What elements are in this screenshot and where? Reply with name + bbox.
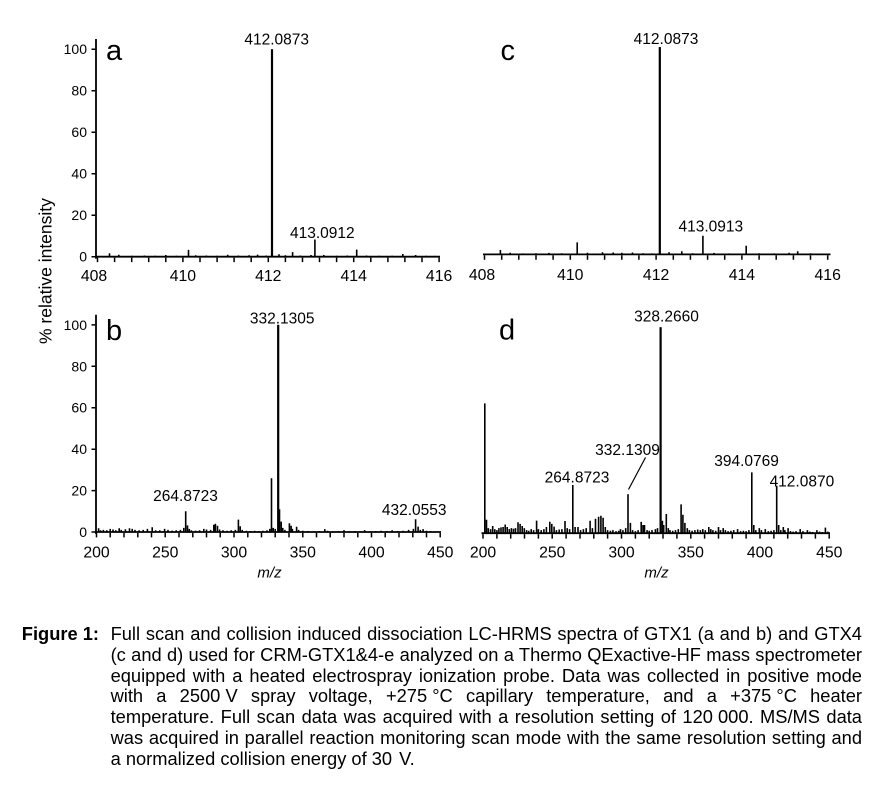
svg-text:432.0553: 432.0553 [382,502,447,519]
svg-text:60: 60 [71,124,87,140]
svg-text:410: 410 [170,268,197,285]
svg-text:40: 40 [71,441,87,457]
svg-text:300: 300 [221,545,248,562]
svg-text:350: 350 [678,545,705,562]
svg-text:400: 400 [358,545,385,562]
svg-text:416: 416 [815,267,842,284]
svg-text:400: 400 [747,545,774,562]
svg-text:413.0913: 413.0913 [678,219,743,236]
svg-text:450: 450 [427,545,454,562]
svg-text:m/z: m/z [644,565,669,582]
svg-text:408: 408 [81,268,108,285]
svg-text:350: 350 [290,545,317,562]
svg-text:332.1305: 332.1305 [250,311,315,328]
svg-text:394.0769: 394.0769 [714,453,779,470]
svg-text:250: 250 [152,545,179,562]
svg-text:c: c [501,35,516,67]
svg-text:b: b [106,315,122,347]
svg-text:264.8723: 264.8723 [545,469,610,486]
svg-text:410: 410 [557,267,584,284]
svg-text:412.0873: 412.0873 [634,31,699,48]
svg-text:80: 80 [71,83,87,99]
svg-text:332.1309: 332.1309 [595,442,660,459]
svg-text:20: 20 [71,207,87,223]
svg-text:m/z: m/z [257,565,282,582]
svg-text:200: 200 [470,545,497,562]
svg-text:412: 412 [255,268,281,285]
svg-text:d: d [499,315,515,347]
svg-text:% relative intensity: % relative intensity [36,198,56,344]
svg-text:416: 416 [426,268,453,285]
svg-text:328.2660: 328.2660 [634,308,699,325]
svg-text:412: 412 [643,267,669,284]
svg-text:250: 250 [539,545,566,562]
svg-text:414: 414 [341,268,368,285]
svg-text:100: 100 [64,41,88,57]
svg-text:a: a [106,35,123,67]
svg-text:0: 0 [79,249,87,265]
svg-text:413.0912: 413.0912 [290,225,355,242]
svg-text:264.8723: 264.8723 [153,488,218,505]
svg-text:412.0870: 412.0870 [770,474,835,491]
svg-text:60: 60 [71,400,87,416]
svg-text:408: 408 [469,267,496,284]
svg-text:20: 20 [71,483,87,499]
svg-text:200: 200 [83,545,110,562]
svg-text:414: 414 [729,267,756,284]
svg-text:412.0873: 412.0873 [244,32,309,49]
svg-text:40: 40 [71,166,87,182]
svg-text:80: 80 [71,358,87,374]
svg-text:100: 100 [64,317,88,333]
svg-text:450: 450 [816,545,843,562]
svg-text:0: 0 [79,524,87,540]
svg-text:300: 300 [608,545,635,562]
